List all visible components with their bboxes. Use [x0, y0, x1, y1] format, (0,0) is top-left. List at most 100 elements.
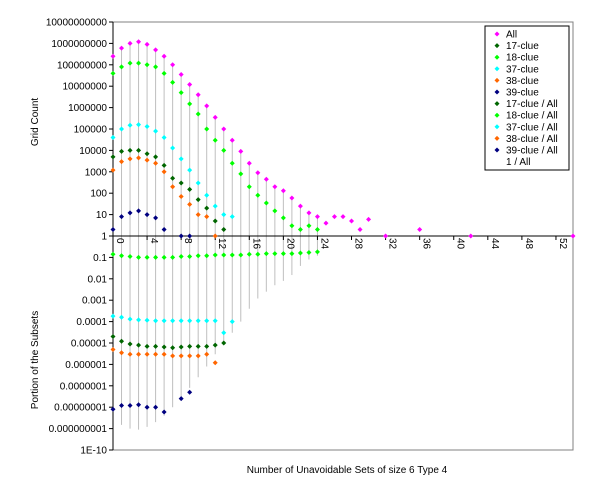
x-tick-label: 0 — [114, 238, 125, 244]
point-all — [204, 103, 210, 109]
x-tick-label: 12 — [216, 238, 227, 250]
point-18-clue-all — [178, 254, 184, 260]
point-38-clue — [127, 156, 133, 162]
point-18-clue — [212, 137, 218, 143]
point-all — [110, 53, 116, 59]
x-tick-label: 8 — [182, 238, 193, 244]
point-18-clue-all — [238, 252, 244, 258]
point-37-clue — [187, 167, 193, 173]
legend-box — [484, 25, 570, 171]
point-38-clue — [136, 155, 142, 161]
point-all — [221, 126, 227, 132]
y-axis-title-top: Grid Count — [30, 98, 41, 147]
legend-label: 39-clue — [506, 88, 539, 99]
point-38-clue — [187, 201, 193, 207]
point-18-clue-all — [255, 251, 261, 257]
legend-marker — [494, 43, 500, 49]
point-18-clue-all — [263, 251, 269, 257]
legend-marker — [494, 101, 500, 107]
legend-marker — [494, 147, 500, 153]
point-38-clue-all — [212, 360, 218, 366]
point-all — [314, 214, 320, 220]
legend-label: 38-clue — [506, 76, 539, 87]
x-axis-ticks: 0 4 8 12 16 20 24 28 32 36 40 44 48 52 — [112, 236, 568, 250]
point-18-clue-all — [246, 251, 252, 257]
y-tick-label: 100000000 — [57, 60, 107, 71]
point-37-clue-all — [221, 330, 227, 336]
point-18-clue — [280, 215, 286, 221]
legend-label: 17-clue — [506, 41, 539, 52]
point-all — [246, 160, 252, 166]
point-17-clue-all — [187, 343, 193, 349]
point-all — [238, 148, 244, 154]
x-tick-label: 48 — [523, 238, 534, 250]
legend: All17-clue18-clue37-clue38-clue39-clue17… — [484, 25, 570, 171]
y-tick-label: 1 — [101, 232, 107, 243]
point-all — [340, 214, 346, 220]
x-tick-label: 44 — [489, 238, 500, 250]
point-17-clue-all — [127, 341, 133, 347]
legend-label: All — [506, 30, 517, 41]
y-tick-label: 0.001 — [82, 296, 107, 307]
point-18-clue — [263, 200, 269, 206]
legend-label: 18-clue / All — [506, 111, 558, 122]
point-all — [263, 176, 269, 182]
point-39-clue-all — [136, 402, 142, 408]
legend-label: 38-clue / All — [506, 134, 558, 145]
point-17-clue-all — [212, 342, 218, 348]
point-18-clue — [204, 126, 210, 132]
point-all — [349, 218, 355, 224]
point-37-clue — [127, 122, 133, 128]
data-points — [110, 39, 576, 415]
point-39-clue — [127, 210, 133, 216]
point-all — [357, 227, 363, 233]
point-38-clue-all — [144, 351, 150, 357]
point-38-clue-all — [136, 351, 142, 357]
point-17-clue-all — [136, 342, 142, 348]
point-17-clue — [187, 186, 193, 192]
point-37-clue-all — [229, 319, 235, 325]
point-18-clue-all — [195, 253, 201, 259]
point-17-clue-all — [170, 345, 176, 351]
point-all — [170, 62, 176, 68]
point-37-clue-all — [204, 318, 210, 324]
x-tick-label: 20 — [284, 238, 295, 250]
point-18-clue-all — [161, 254, 167, 260]
point-18-clue-all — [229, 252, 235, 258]
y-tick-label: 0.00000001 — [54, 403, 107, 414]
point-39-clue — [119, 214, 125, 220]
y-tick-label: 0.000000001 — [49, 424, 108, 435]
point-18-clue-all — [153, 254, 159, 260]
point-18-clue — [297, 227, 303, 233]
point-39-clue — [110, 227, 116, 233]
y-tick-label: 10000000 — [63, 82, 108, 93]
point-all — [383, 233, 389, 239]
point-39-clue-all — [161, 409, 167, 415]
point-37-clue — [195, 180, 201, 186]
point-38-clue — [178, 194, 184, 200]
legend-label: 17-clue / All — [506, 99, 558, 110]
point-39-clue-all — [187, 389, 193, 395]
point-18-clue — [127, 60, 133, 66]
point-38-clue — [161, 169, 167, 175]
point-18-clue — [187, 101, 193, 107]
point-37-clue — [136, 122, 142, 128]
point-39-clue — [187, 233, 193, 239]
point-17-clue-all — [195, 343, 201, 349]
point-17-clue-all — [204, 343, 210, 349]
x-tick-label: 24 — [318, 238, 329, 250]
point-39-clue — [144, 212, 150, 218]
point-17-clue — [153, 154, 159, 160]
point-18-clue-all — [212, 252, 218, 258]
point-17-clue-all — [178, 344, 184, 350]
point-17-clue-all — [119, 338, 125, 344]
point-18-clue — [221, 147, 227, 153]
point-all — [153, 47, 159, 53]
point-18-clue — [195, 111, 201, 117]
x-tick-label: 36 — [421, 238, 432, 250]
point-18-clue — [238, 171, 244, 177]
legend-label: 37-clue / All — [506, 122, 558, 133]
point-37-clue — [144, 124, 150, 130]
point-37-clue-all — [187, 318, 193, 324]
